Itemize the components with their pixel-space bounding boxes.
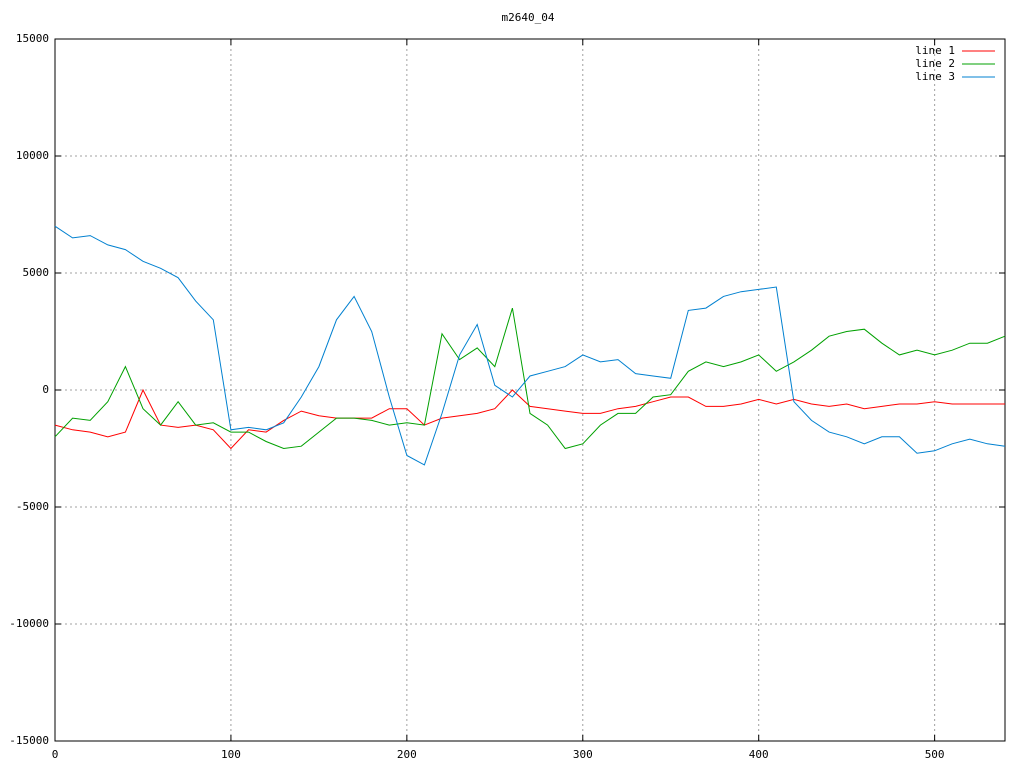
series-line [54,307,1006,450]
y-tick-label: 5000 [23,266,50,279]
y-tick-label: 15000 [16,32,49,45]
series-line [54,388,1005,450]
y-tick-label: 0 [42,383,49,396]
x-tick-label: 300 [573,748,593,761]
plot-frame [54,38,1006,742]
chart-title: m2640_04 [502,11,555,24]
y-tick-label: -15000 [9,734,49,747]
y-tick-label: -5000 [16,500,49,513]
legend-label: line 2 [915,57,955,70]
x-tick-label: 400 [749,748,769,761]
y-tick-label: 10000 [16,149,49,162]
x-tick-label: 500 [925,748,945,761]
x-tick-label: 200 [397,748,417,761]
series-line [54,225,1006,466]
y-tick-label: -10000 [9,617,49,630]
x-tick-label: 100 [221,748,241,761]
legend-label: line 3 [915,70,955,83]
legend-label: line 1 [915,44,955,57]
x-tick-label: 0 [52,748,59,761]
